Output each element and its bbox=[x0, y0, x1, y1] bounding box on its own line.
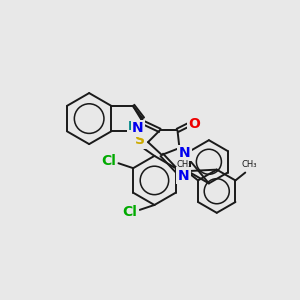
Text: CH₃: CH₃ bbox=[177, 160, 192, 169]
Text: N: N bbox=[178, 169, 189, 182]
Text: N: N bbox=[132, 122, 144, 135]
Text: H: H bbox=[128, 120, 139, 133]
Text: Cl: Cl bbox=[101, 154, 116, 168]
Text: CH₃: CH₃ bbox=[242, 160, 257, 169]
Text: Cl: Cl bbox=[122, 205, 137, 219]
Text: N: N bbox=[178, 146, 190, 160]
Text: S: S bbox=[135, 133, 145, 147]
Text: O: O bbox=[188, 118, 200, 131]
